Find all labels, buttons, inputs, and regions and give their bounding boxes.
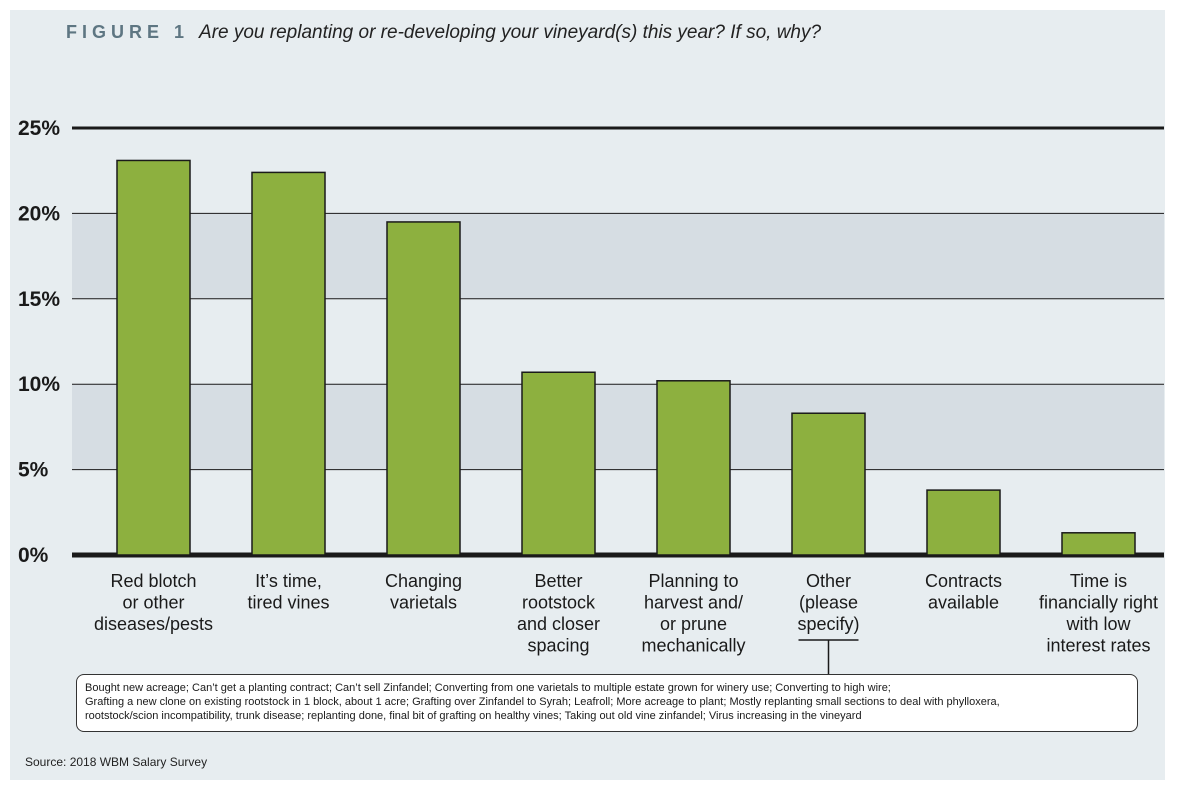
y-tick-label: 20% xyxy=(18,202,60,225)
note-line: rootstock/scion incompatibility, trunk d… xyxy=(85,710,862,722)
y-tick-label: 15% xyxy=(18,288,60,311)
figure-header: FIGURE 1 Are you replanting or re-develop… xyxy=(66,22,821,44)
bar xyxy=(521,371,596,556)
grid-band xyxy=(72,128,1164,214)
note-line: Bought new acreage; Can’t get a planting… xyxy=(85,682,891,694)
grid-band xyxy=(72,213,1164,299)
x-category-label: Other (please specify) xyxy=(797,571,859,634)
x-category-label: Planning to harvest and/or prune mechanica… xyxy=(641,571,745,656)
y-tick-label: 5% xyxy=(18,459,49,482)
other-responses-note: Bought new acreage; Can’t get a planting… xyxy=(76,674,1138,732)
bar xyxy=(926,489,1001,556)
x-category-label: Better rootstock and closer spacing xyxy=(517,571,600,656)
source-note: Source: 2018 WBM Salary Survey xyxy=(25,755,208,769)
y-tick-label: 10% xyxy=(18,373,60,396)
x-category-label: Contracts available xyxy=(925,571,1002,613)
figure-label: FIGURE 1 xyxy=(66,22,190,42)
x-category-label: Red blotch or other diseases/pests xyxy=(94,571,213,634)
figure-title: Are you replanting or re-developing your… xyxy=(199,22,822,43)
y-tick-label: 0% xyxy=(18,544,49,567)
bar xyxy=(386,221,461,556)
bar xyxy=(656,380,731,556)
x-category-label: Changing varietals xyxy=(385,571,462,613)
bar xyxy=(1061,532,1136,556)
y-tick-label: 25% xyxy=(18,117,60,140)
note-line: Grafting a new clone on existing rootsto… xyxy=(85,696,1000,708)
grid-band xyxy=(72,384,1164,470)
x-category-label: Time is financially right with low interest… xyxy=(1039,571,1158,656)
bar xyxy=(791,412,866,556)
bar xyxy=(116,159,191,556)
grid-band xyxy=(72,298,1164,385)
bar xyxy=(251,171,326,556)
x-category-label: It’s time, tired vines xyxy=(247,571,329,613)
